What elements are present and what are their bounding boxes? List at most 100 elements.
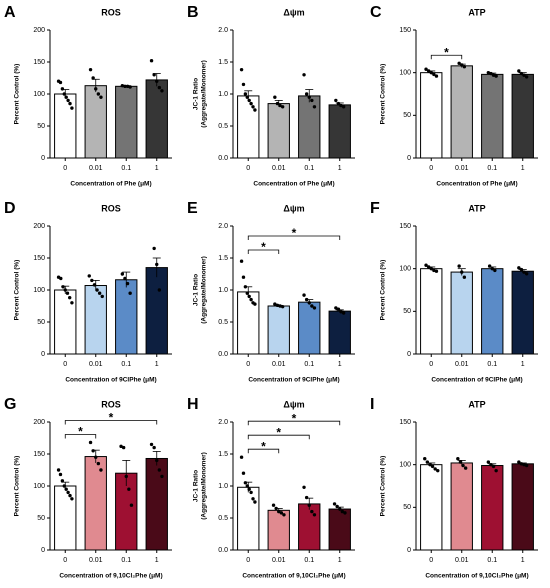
- data-point: [460, 63, 464, 67]
- data-point: [302, 293, 306, 297]
- panel: F ATP Percent Control (%) Concentration of …: [370, 200, 538, 384]
- data-point: [282, 513, 286, 517]
- data-point: [487, 264, 492, 268]
- bar: [298, 503, 321, 551]
- data-point: [155, 79, 159, 83]
- data-point: [249, 490, 253, 495]
- x-tick-label: 1: [338, 557, 342, 564]
- data-point: [457, 264, 461, 268]
- bar: [298, 95, 321, 159]
- significance-bracket: [430, 54, 463, 60]
- data-point: [239, 67, 244, 72]
- data-point: [524, 463, 529, 468]
- data-point: [241, 275, 246, 279]
- y-tick-label: 0: [407, 547, 411, 554]
- bar: [54, 93, 77, 159]
- significance-bracket: [247, 448, 280, 454]
- data-point: [339, 310, 343, 314]
- data-point: [338, 507, 342, 511]
- data-point: [428, 462, 432, 467]
- x-tick-label: 0: [429, 165, 433, 172]
- y-tick-label: 0: [407, 351, 411, 358]
- data-point: [517, 266, 521, 270]
- x-axis-label: Concentration of Phe (μM): [253, 181, 334, 188]
- x-tick-label: 0: [246, 361, 250, 368]
- data-point: [241, 82, 246, 87]
- data-point: [239, 259, 244, 263]
- bar: [145, 267, 168, 355]
- data-point: [334, 98, 338, 103]
- data-point: [434, 74, 439, 78]
- chart-title: ATP: [468, 7, 485, 17]
- data-point: [243, 481, 248, 485]
- data-point: [424, 263, 428, 267]
- bar: [267, 509, 290, 551]
- data-point: [432, 72, 436, 77]
- data-point: [522, 270, 526, 274]
- data-point: [517, 69, 521, 73]
- data-point: [65, 291, 70, 295]
- panel: A ROS Percent Control (%) Concentration of …: [4, 4, 172, 188]
- bar: [450, 65, 473, 159]
- x-axis-label: Concentration of Phe (μM): [70, 181, 151, 188]
- data-point: [119, 444, 123, 449]
- data-point: [152, 445, 156, 450]
- panel-letter: C: [370, 4, 382, 21]
- data-point: [61, 285, 65, 289]
- data-point: [243, 92, 248, 96]
- data-point: [456, 456, 460, 461]
- panel: B Δψm JC-1 Ratio (Aggregate/Monomer) Concent…: [187, 4, 355, 188]
- y-tick-label: 0.5: [218, 515, 228, 522]
- significance-label: *: [292, 226, 297, 240]
- y-tick-label: 150: [399, 223, 411, 230]
- x-tick-label: 0.01: [272, 557, 286, 564]
- significance-bracket: [64, 434, 97, 439]
- y-tick-label: 2.0: [218, 419, 228, 426]
- data-point: [245, 95, 249, 99]
- x-tick-label: 1: [155, 557, 159, 564]
- data-point: [304, 495, 309, 500]
- y-tick-label: 2.0: [218, 223, 228, 230]
- y-axis-label: (Aggregate/Monomer): [201, 256, 208, 324]
- bar: [511, 463, 534, 551]
- data-point: [312, 105, 317, 109]
- y-tick-label: 0.5: [218, 319, 228, 326]
- x-tick-label: 0: [429, 557, 433, 564]
- y-tick-label: 50: [403, 504, 411, 511]
- y-axis-label: JC-1 Ratio: [193, 470, 200, 502]
- panel: I ATP Percent Control (%) Concentration of …: [370, 396, 538, 580]
- data-point: [64, 487, 68, 491]
- data-point: [491, 73, 496, 77]
- chart-title: Δψm: [283, 203, 304, 213]
- data-point: [335, 504, 339, 509]
- data-point: [125, 281, 130, 286]
- x-tick-label: 0.01: [455, 165, 469, 172]
- x-tick-label: 1: [338, 165, 342, 172]
- data-point: [66, 490, 70, 495]
- data-point: [304, 297, 309, 302]
- data-point: [494, 74, 498, 78]
- data-point: [125, 84, 130, 89]
- panel-letter: D: [4, 200, 16, 217]
- data-point: [88, 440, 93, 445]
- data-point: [302, 73, 306, 77]
- data-point: [278, 103, 282, 108]
- data-point: [432, 268, 436, 273]
- data-point: [458, 460, 463, 464]
- data-point: [157, 85, 162, 90]
- data-point: [58, 472, 63, 477]
- x-axis-label: Concentration of 9ClPhe (μM): [431, 377, 522, 384]
- data-point: [253, 302, 257, 306]
- data-point: [433, 467, 437, 471]
- bar: [298, 301, 321, 355]
- data-point: [332, 502, 337, 506]
- data-point: [522, 462, 526, 467]
- data-point: [94, 87, 98, 91]
- y-tick-label: 0.0: [218, 351, 228, 358]
- data-point: [120, 272, 125, 276]
- data-point: [494, 468, 498, 473]
- data-point: [60, 479, 65, 483]
- x-tick-label: 0.1: [304, 361, 314, 368]
- data-point: [243, 285, 248, 289]
- data-point: [70, 106, 74, 110]
